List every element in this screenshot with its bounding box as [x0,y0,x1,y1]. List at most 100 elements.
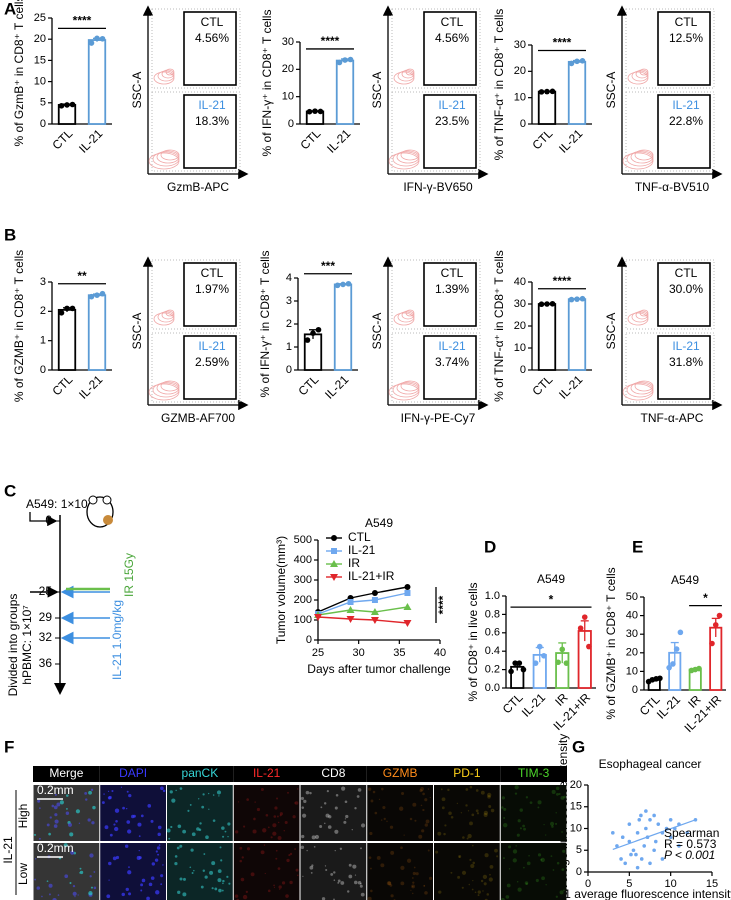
image-speck [360,882,362,885]
y-tick-label: 0.0 [485,682,500,694]
data-point [637,818,642,822]
flow-contour [152,382,180,398]
y-tick-label: 0 [576,866,582,878]
data-point [538,301,545,308]
data-point [69,305,76,312]
flow-contour [639,68,649,76]
gate-value: 3.74% [435,355,469,369]
legend-label: IL-21+IR [348,569,395,583]
image-speck [372,790,376,794]
flow-contour [405,68,415,76]
y-tick-label: 1 [40,335,46,347]
image-speck [465,804,468,807]
image-speck [480,790,485,795]
y-tick-label: 20 [514,65,526,77]
significance-label: **** [436,595,450,614]
significance-label: *** [321,259,335,273]
marker [346,606,355,613]
image-speck [370,799,374,803]
image-speck [411,892,414,895]
image-speck [155,850,158,853]
flow-contour [630,381,654,395]
image-speck [423,884,426,887]
image-speck [57,894,60,896]
flow-contour [627,312,649,326]
data-point [312,108,318,114]
flow-panel [391,259,481,330]
significance-label: ** [77,269,87,283]
image-speck [489,873,491,876]
marker [314,614,322,621]
image-speck [66,808,68,810]
y-tick-label: 2 [286,318,292,330]
image-speck [411,884,416,889]
image-speck [535,878,539,883]
image-speck [253,817,256,821]
x-tick-label: CTL [297,126,323,152]
image-speck [334,806,338,810]
chart-title: A549 [365,516,393,530]
image-speck [90,788,94,792]
image-speck [369,831,373,836]
image-speck [267,826,270,829]
image-speck [422,808,425,812]
data-point [549,88,556,95]
image-speck [217,878,222,883]
image-speck [245,890,248,894]
legend-label: IL-21 [348,543,376,557]
image-speck [348,874,353,879]
image-speck [484,853,489,858]
data-point [579,295,586,302]
image-speck [420,786,424,791]
image-speck [240,877,245,882]
image-speck [37,799,41,803]
image-speck [423,885,426,887]
image-speck [301,806,305,809]
marker [403,620,412,627]
y-tick-label: 3 [286,295,292,307]
image-speck [326,790,329,793]
data-point [627,822,632,826]
image-speck [337,879,341,883]
ir-dose: IR 15Gy [122,553,136,597]
image-speck [311,835,316,840]
image-speck [488,877,493,882]
image-speck [283,829,285,832]
image-speck [422,792,425,796]
image-speck [289,852,293,856]
image-speck [51,804,55,808]
image-tint [100,785,166,841]
flow-contour [148,383,180,401]
image-tint [100,843,166,900]
image-speck [410,889,412,891]
image-speck [177,890,181,894]
data-point [677,629,684,636]
image-tile [434,785,500,841]
image-speck [84,791,88,795]
data-point [94,35,100,42]
image-speck [522,824,525,828]
image-speck [160,883,163,886]
image-speck [127,870,132,875]
y-tick-label: 10 [514,342,526,354]
gate-label: IL-21 [672,339,700,353]
image-speck [274,806,278,810]
image-speck [34,878,37,881]
image-speck [67,822,72,827]
gate-value: 22.8% [669,114,703,128]
image-speck [327,825,332,829]
gate-value: 2.59% [195,355,229,369]
data-point [642,844,647,848]
image-speck [126,790,129,793]
image-speck [285,894,289,898]
flow-contour [388,152,420,170]
image-speck [65,811,70,815]
image-speck [489,865,494,869]
image-speck [182,877,186,881]
flow-contour [622,383,654,401]
image-speck [460,812,463,814]
image-tint [167,785,233,841]
image-speck [556,861,560,865]
image-speck [333,871,336,874]
image-speck [226,875,229,878]
